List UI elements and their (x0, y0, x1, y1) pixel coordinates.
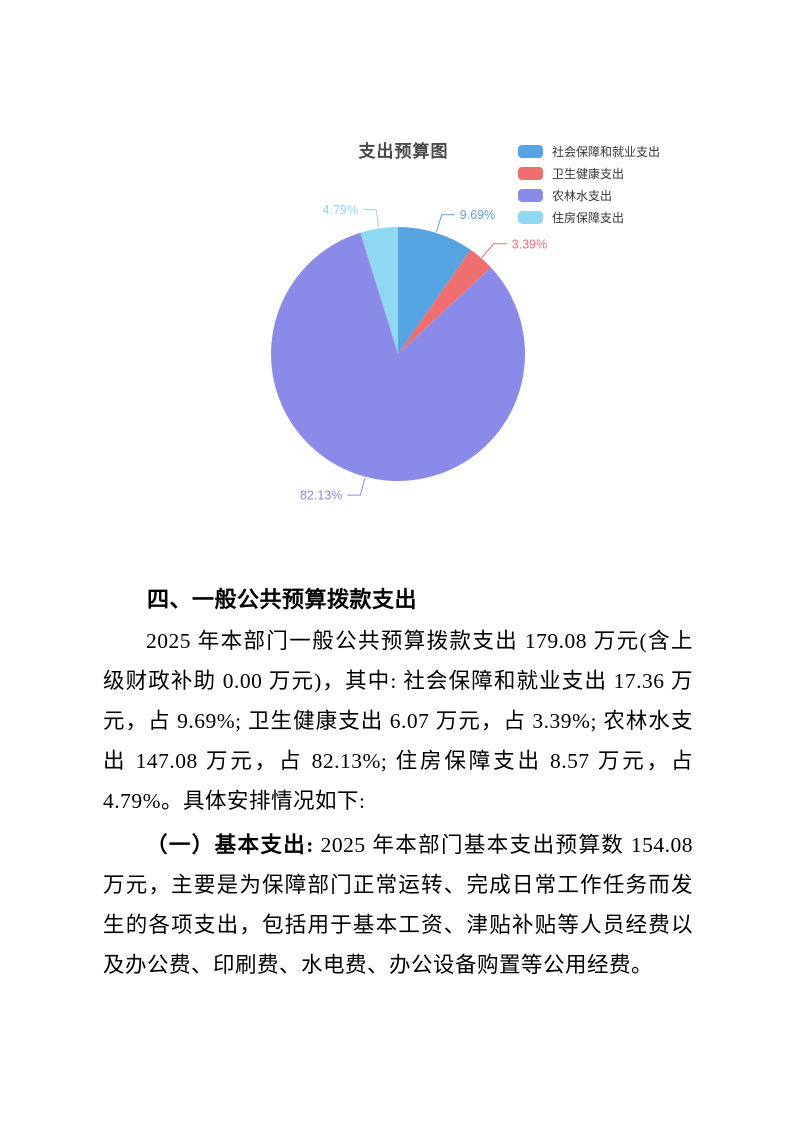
pie-label-leader-line (363, 209, 380, 228)
legend-swatch-icon (518, 167, 543, 180)
chart-title: 支出预算图 (358, 142, 449, 161)
legend-swatch-icon (518, 145, 543, 158)
expenditure-pie-chart: 支出预算图 社会保障和就业支出 卫生健康支出 农林水支出住房保障支出 9.69% 3.… (0, 0, 793, 555)
paragraph-text: 2025 年本部门基本支出预算数 154.08 万元，主要是为保障部门正常运转、… (103, 833, 693, 977)
document-body: 四、一般公共预算拨款支出 2025 年本部门一般公共预算拨款支出 179.08 … (0, 555, 793, 985)
pie-percentage-label: 3.39% (512, 237, 547, 251)
paragraph-basic-expenditure: （一）基本支出: 2025 年本部门基本支出预算数 154.08 万元，主要是为… (103, 825, 693, 985)
pie-svg: 9.69% 3.39% 82.13% 4.79% (271, 203, 547, 503)
pie-slice (398, 249, 491, 354)
legend-item: 卫生健康支出 (518, 167, 660, 181)
pie-slice (360, 227, 398, 354)
legend-swatch-icon (518, 189, 543, 202)
chart-legend: 社会保障和就业支出 卫生健康支出 农林水支出住房保障支出 (518, 145, 661, 225)
paragraph-bold-prefix: （一）基本支出: (146, 833, 314, 857)
pie-slice (398, 227, 471, 354)
pie-percentage-label: 9.69% (460, 208, 495, 222)
pie-slice (271, 232, 526, 482)
legend-item: 住房保障支出 (518, 211, 660, 225)
pie-label-leader-line (347, 477, 366, 496)
pie-label-leader-line (481, 243, 507, 258)
pie-percentage-label: 82.13% (300, 489, 342, 503)
pie-label-leader-line (435, 214, 455, 233)
paragraph-budget-overview: 2025 年本部门一般公共预算拨款支出 179.08 万元(含上级财政补助 0.… (103, 621, 693, 821)
legend-item: 社会保障和就业支出 (518, 145, 661, 159)
legend-label: 社会保障和就业支出 (552, 145, 661, 159)
legend-label: 住房保障支出 (552, 211, 625, 225)
legend-item: 农林水支出 (518, 189, 660, 203)
pie-percentage-label: 4.79% (323, 203, 358, 217)
section-heading: 四、一般公共预算拨款支出 (147, 587, 418, 612)
legend-swatch-icon (518, 211, 543, 224)
legend-label: 农林水支出 (552, 189, 613, 203)
legend-label: 卫生健康支出 (552, 167, 625, 181)
paragraph-text: 2025 年本部门一般公共预算拨款支出 179.08 万元(含上级财政补助 0.… (103, 629, 693, 813)
